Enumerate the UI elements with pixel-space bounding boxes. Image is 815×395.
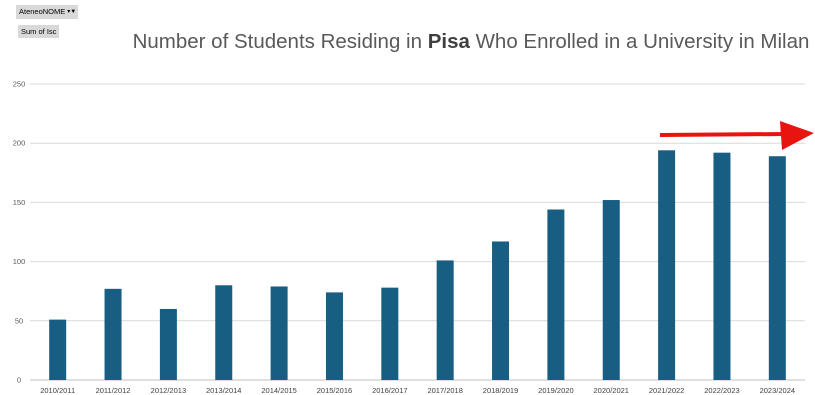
bars <box>49 150 786 380</box>
pivot-filter-label: AteneoNOME <box>19 7 66 16</box>
bar <box>104 288 122 380</box>
arrow-head <box>780 121 814 150</box>
y-tick-label: 250 <box>13 80 26 89</box>
bar <box>325 292 343 380</box>
y-tick-label: 150 <box>13 198 26 207</box>
x-tick-label: 2019/2020 <box>538 386 573 395</box>
arrow-shaft <box>659 132 787 137</box>
bar <box>658 150 676 380</box>
y-tick-label: 200 <box>13 139 26 148</box>
x-axis-ticks: 2010/2011 2011/2012 2012/2013 2013/2014 2014… <box>40 386 795 395</box>
pivot-value-field-button[interactable]: Sum of Isc <box>18 25 60 38</box>
x-tick-label: 2017/2018 <box>427 386 462 395</box>
pivot-filter-button[interactable]: AteneoNOME ▾▼ <box>16 5 78 19</box>
gridlines <box>30 83 805 381</box>
bar <box>492 241 510 380</box>
chart-title-highlight: Pisa <box>427 30 470 53</box>
x-tick-label: 2022/2023 <box>704 386 739 395</box>
bar <box>547 209 565 380</box>
x-tick-label: 2010/2011 <box>40 386 75 395</box>
chart-title-suffix: Who Enrolled in a University in Milan <box>469 30 810 53</box>
bar <box>49 319 67 380</box>
x-tick-label: 2016/2017 <box>372 386 407 395</box>
y-tick-label: 100 <box>13 257 26 266</box>
bar <box>436 260 454 380</box>
filter-icon: ▾▼ <box>67 8 77 15</box>
x-tick-label: 2015/2016 <box>317 386 352 395</box>
y-tick-label: 0 <box>17 376 21 385</box>
bar <box>215 285 233 380</box>
x-tick-label: 2014/2015 <box>261 386 296 395</box>
bar <box>381 287 399 380</box>
annotation-arrow <box>659 121 814 150</box>
bar <box>270 286 288 380</box>
x-tick-label: 2020/2021 <box>594 386 629 395</box>
bar <box>768 156 786 380</box>
bar <box>159 308 177 380</box>
x-tick-label: 2012/2013 <box>151 386 186 395</box>
chart-title: Number of Students Residing in Pisa Who … <box>0 30 815 54</box>
x-tick-label: 2013/2014 <box>206 386 241 395</box>
chart-title-prefix: Number of Students Residing in <box>132 30 428 53</box>
x-tick-label: 2021/2022 <box>649 386 684 395</box>
y-tick-label: 50 <box>15 316 23 325</box>
x-tick-label: 2018/2019 <box>483 386 518 395</box>
x-tick-label: 2023/2024 <box>760 386 795 395</box>
x-tick-label: 2011/2012 <box>96 386 131 395</box>
bar <box>713 152 731 380</box>
y-axis-ticks: 0 50 100 150 200 250 <box>13 80 26 385</box>
bar <box>602 200 620 380</box>
